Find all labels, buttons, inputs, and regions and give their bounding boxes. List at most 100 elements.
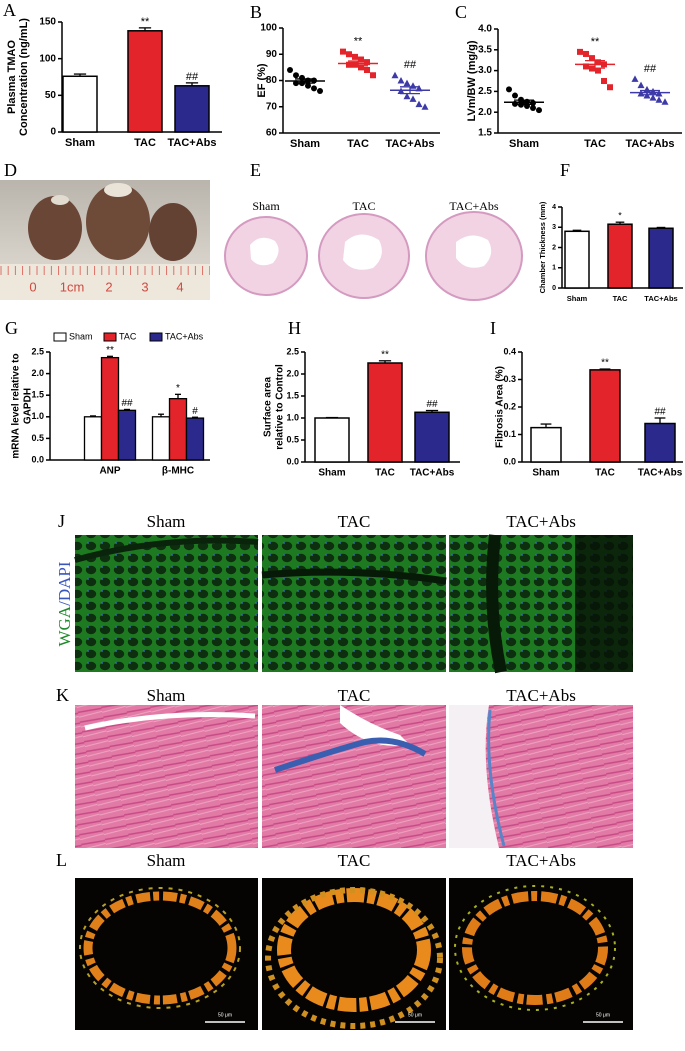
data-point bbox=[577, 48, 583, 55]
y-tick-label: 0.0 bbox=[286, 456, 299, 466]
fibrosis bbox=[487, 709, 506, 847]
y-tick-label: 1 bbox=[552, 265, 556, 272]
data-point bbox=[601, 78, 607, 84]
background bbox=[575, 535, 633, 672]
heart bbox=[28, 196, 82, 260]
data-point bbox=[352, 53, 358, 60]
stain-label: WGA/DAPI bbox=[55, 561, 74, 646]
ventricle bbox=[456, 235, 492, 268]
panel-letter: F bbox=[560, 160, 570, 180]
legend-swatch bbox=[53, 332, 67, 342]
panel-letter: E bbox=[250, 160, 261, 180]
y-tick-label: 4 bbox=[552, 204, 556, 211]
image-label: Sham bbox=[147, 512, 186, 531]
x-tick-label: TAC bbox=[347, 138, 369, 150]
significance: ## bbox=[426, 399, 438, 410]
bar bbox=[589, 369, 621, 463]
data-point bbox=[649, 94, 657, 101]
tissue-gap bbox=[84, 712, 256, 731]
data-point bbox=[287, 67, 293, 73]
ruler-ticks bbox=[0, 264, 210, 300]
data-point bbox=[317, 88, 323, 94]
x-tick-label: TAC bbox=[613, 294, 628, 303]
panel-letter: L bbox=[56, 850, 67, 870]
vessel-wall bbox=[277, 888, 431, 1012]
y-tick-label: 2.5 bbox=[31, 346, 44, 356]
panel-l: L Sham TAC TAC+Abs 50 μm 50 μm 50 μm bbox=[56, 850, 633, 1030]
y-axis-label: Fibrosis Area (%) bbox=[495, 366, 506, 448]
y-tick-label: 80 bbox=[266, 75, 278, 86]
y-tick-label: 1.0 bbox=[31, 411, 44, 421]
y-axis-label: mRNA level relative to bbox=[11, 353, 22, 458]
x-tick-label: Sham bbox=[532, 468, 559, 479]
heart bbox=[149, 203, 197, 261]
y-tick-label: 0.2 bbox=[503, 401, 516, 411]
y-tick-label: 90 bbox=[266, 49, 278, 60]
y-tick-label: 2 bbox=[552, 244, 556, 251]
data-point bbox=[536, 107, 542, 114]
legend-swatch bbox=[149, 332, 163, 342]
significance: ** bbox=[601, 358, 609, 369]
y-tick-label: 0.5 bbox=[286, 434, 299, 444]
data-point bbox=[583, 50, 589, 57]
image-label: TAC bbox=[338, 686, 371, 705]
significance: ** bbox=[106, 345, 114, 356]
x-tick-label: TAC bbox=[584, 138, 606, 150]
data-point bbox=[305, 82, 311, 89]
bar bbox=[151, 416, 171, 461]
y-tick-label: 0.5 bbox=[31, 433, 44, 443]
data-point bbox=[403, 92, 411, 100]
tissue-gap bbox=[74, 537, 259, 563]
y-tick-label: 0.0 bbox=[503, 456, 516, 466]
x-tick-label: ANP bbox=[99, 466, 120, 477]
masson-image bbox=[75, 705, 258, 848]
fibrosis bbox=[274, 737, 427, 773]
image-label: TAC+Abs bbox=[506, 851, 576, 870]
x-tick-label: TAC+Abs bbox=[626, 138, 675, 150]
data-point bbox=[631, 75, 639, 82]
panel-letter: G bbox=[5, 318, 18, 338]
x-tick-label: TAC+Abs bbox=[386, 138, 435, 150]
y-axis-label: LVm/BW (mg/g) bbox=[466, 40, 478, 121]
panel-j: J Sham TAC TAC+Abs WGA/DAPI bbox=[55, 511, 633, 674]
stain-wga: WGA bbox=[55, 605, 74, 646]
wga-image bbox=[75, 535, 258, 672]
y-tick-label: 3 bbox=[552, 224, 556, 231]
data-point bbox=[661, 98, 669, 105]
data-point bbox=[589, 55, 595, 62]
data-point bbox=[655, 96, 663, 103]
panel-letter: A bbox=[3, 0, 16, 20]
y-tick-label: 3.0 bbox=[478, 65, 492, 76]
collagen bbox=[79, 887, 241, 1009]
panel-letter: C bbox=[455, 2, 467, 22]
x-tick-label: Sham bbox=[509, 138, 539, 150]
vessel-wall bbox=[83, 891, 237, 1005]
significance: ## bbox=[654, 407, 666, 418]
image-label: TAC+Abs bbox=[449, 199, 498, 213]
bar bbox=[127, 30, 163, 133]
y-axis-label: Surface area bbox=[263, 377, 274, 437]
bar bbox=[168, 398, 188, 461]
y-tick-label: 1.0 bbox=[286, 412, 299, 422]
y-tick-label: 50 bbox=[45, 90, 57, 101]
y-axis-label: GAPDH bbox=[23, 388, 34, 424]
bar bbox=[648, 227, 674, 289]
collagen bbox=[265, 887, 443, 1029]
tissue-gap bbox=[261, 568, 447, 585]
x-tick-label: Sham bbox=[567, 294, 588, 303]
data-point bbox=[530, 105, 536, 112]
tissue-gap bbox=[486, 534, 507, 674]
ruler-label: 3 bbox=[141, 279, 148, 294]
bar bbox=[644, 422, 676, 463]
significance: ## bbox=[644, 63, 657, 75]
significance: ## bbox=[121, 398, 133, 409]
data-point bbox=[403, 79, 411, 87]
data-point bbox=[311, 85, 317, 92]
x-tick-label: TAC+Abs bbox=[644, 294, 677, 303]
scale-bar-label: 50 μm bbox=[408, 1012, 422, 1018]
ruler-label: 4 bbox=[176, 279, 183, 294]
tissue-gap bbox=[449, 705, 499, 848]
data-point bbox=[595, 67, 601, 74]
panel-letter: D bbox=[4, 160, 17, 180]
